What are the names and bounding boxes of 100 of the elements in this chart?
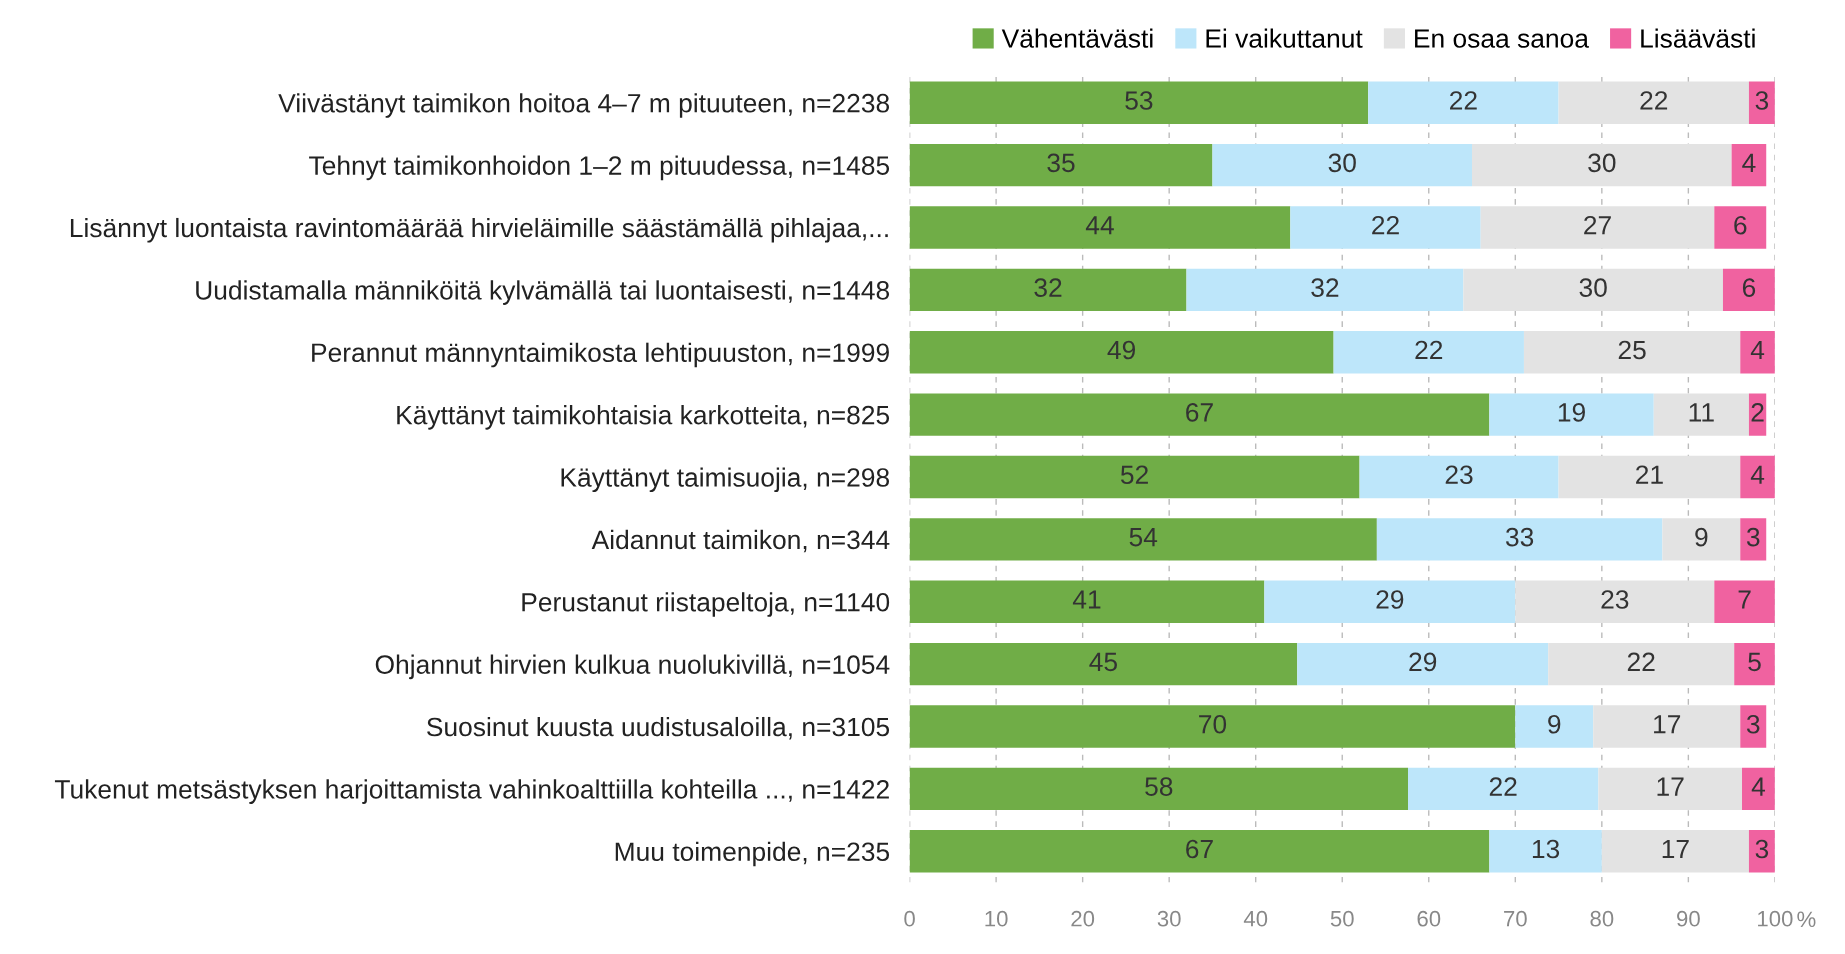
bar	[1558, 81, 1749, 124]
bar	[1742, 767, 1775, 811]
bar	[1480, 206, 1715, 249]
bar	[909, 455, 1360, 499]
data-label: 7	[1738, 590, 1751, 609]
data-label: 33	[1505, 527, 1534, 547]
data-label: 27	[1584, 215, 1611, 235]
bar	[1722, 268, 1775, 312]
legend-label: Lisäävästi	[1641, 28, 1755, 48]
data-label: 4	[1751, 777, 1766, 796]
data-label: 5	[1748, 652, 1761, 672]
data-label: 41	[1072, 590, 1101, 609]
bar	[909, 705, 1516, 748]
x-axis-title: %	[1797, 911, 1816, 928]
bar	[1734, 642, 1775, 686]
data-label: 19	[1558, 403, 1585, 422]
data-label: 30	[1328, 153, 1356, 173]
bar	[909, 518, 1377, 561]
x-tick-label: 20	[1071, 910, 1095, 927]
data-label: 25	[1618, 340, 1646, 360]
y-tick-label: Uudistamalla männiköitä kylvämällä tai luontaisesti, n=1448	[196, 280, 890, 305]
data-label: 22	[1489, 777, 1517, 796]
data-label: 70	[1199, 714, 1227, 734]
data-label: 4	[1750, 465, 1765, 484]
bar	[1593, 705, 1741, 748]
x-tick-label: 60	[1417, 910, 1441, 927]
x-tick-label: 100	[1758, 910, 1793, 927]
bar	[1489, 393, 1654, 436]
bar	[1359, 455, 1559, 499]
bar	[909, 580, 1265, 623]
bar	[1515, 580, 1715, 623]
data-label: 35	[1047, 153, 1075, 173]
data-label: 3	[1755, 91, 1769, 110]
bar	[1212, 143, 1473, 187]
bar	[1472, 143, 1732, 187]
x-tick-label: 70	[1504, 910, 1527, 927]
x-tick-label: 30	[1157, 910, 1181, 927]
bar	[1598, 767, 1743, 811]
legend-label: Vähentävästi	[1001, 28, 1153, 48]
bar	[909, 143, 1213, 187]
bar	[1740, 518, 1767, 561]
bar	[1515, 705, 1594, 748]
bar	[1714, 206, 1767, 249]
bar	[1662, 518, 1741, 561]
data-label: 23	[1445, 465, 1473, 485]
bar	[909, 642, 1298, 686]
data-label: 44	[1085, 216, 1114, 235]
data-label: 3	[1755, 839, 1769, 859]
data-label: 17	[1654, 715, 1681, 734]
y-tick-label: Käyttänyt taimikohtaisia karkotteita, n=825	[397, 405, 890, 430]
data-label: 3	[1746, 527, 1760, 547]
data-label: 54	[1129, 528, 1158, 547]
data-label: 9	[1695, 527, 1708, 547]
y-tick-label: Tukenut metsästyksen harjoittamista vahinkoalttiilla kohteilla ..., n=1422	[54, 779, 889, 804]
bar	[1740, 455, 1775, 499]
x-tick-label: 50	[1330, 910, 1354, 927]
data-label: 30	[1579, 278, 1607, 297]
bar	[909, 393, 1490, 436]
data-label: 32	[1034, 278, 1062, 297]
data-label: 4	[1750, 340, 1765, 360]
y-tick-label: Tehnyt taimikonhoidon 1–2 m pituudessa, n=1485	[309, 155, 890, 181]
x-tick-label: 0	[904, 910, 915, 927]
x-tick-label: 90	[1677, 910, 1700, 927]
y-tick-label: Lisännyt luontaista ravintomäärää hirvieläimille säästämällä pihlajaa,...	[70, 217, 888, 243]
data-label: 67	[1186, 403, 1213, 422]
data-label: 53	[1125, 91, 1153, 110]
y-tick-label: Aidannut taimikon, n=344	[591, 529, 890, 553]
data-label: 52	[1120, 465, 1148, 485]
bar	[1264, 580, 1516, 623]
data-label: 32	[1311, 278, 1339, 297]
data-label: 6	[1742, 278, 1756, 297]
data-label: 29	[1376, 590, 1404, 609]
y-tick-label: Perustanut riistapeltoja, n=1140	[522, 592, 890, 617]
bar	[1740, 331, 1775, 374]
data-label: 22	[1640, 91, 1668, 110]
bar	[1714, 580, 1775, 623]
data-label: 17	[1657, 777, 1684, 796]
bar	[909, 767, 1408, 811]
y-tick-label: Perannut männyntaimikosta lehtipuuston, n=1999	[312, 342, 889, 368]
bar	[1740, 705, 1767, 748]
bar	[1186, 268, 1464, 312]
data-label: 67	[1186, 839, 1213, 859]
y-tick-label: Ohjannut hirvien kulkua nuolukivillä, n=1054	[375, 654, 890, 680]
legend-label: Ei vaikuttanut	[1206, 28, 1363, 48]
bar	[1297, 642, 1549, 686]
bar	[1523, 331, 1741, 374]
bar	[1368, 81, 1559, 124]
data-label: 6	[1734, 215, 1747, 235]
bar	[1489, 830, 1602, 873]
data-label: 23	[1601, 590, 1629, 609]
data-label: 29	[1409, 652, 1437, 672]
bar	[909, 206, 1291, 249]
data-label: 17	[1662, 839, 1689, 859]
bar	[1408, 767, 1599, 811]
bar	[1558, 455, 1741, 499]
data-label: 4	[1742, 153, 1756, 172]
bar	[909, 830, 1490, 873]
bar	[1548, 642, 1735, 686]
data-label: 45	[1089, 652, 1117, 672]
x-tick-label: 80	[1590, 910, 1614, 927]
